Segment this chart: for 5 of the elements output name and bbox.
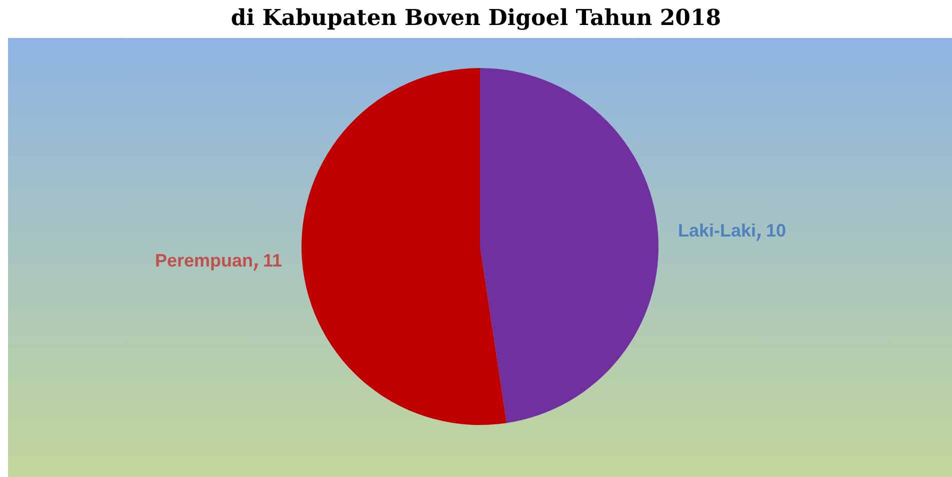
chart-title: di Kabupaten Boven Digoel Tahun 2018 — [230, 4, 722, 33]
data-label: 11 — [263, 250, 282, 270]
data-label: 10 — [766, 220, 786, 241]
slice-label: Perempuan — [154, 250, 254, 270]
slice-label: Laki-Laki — [678, 220, 756, 241]
